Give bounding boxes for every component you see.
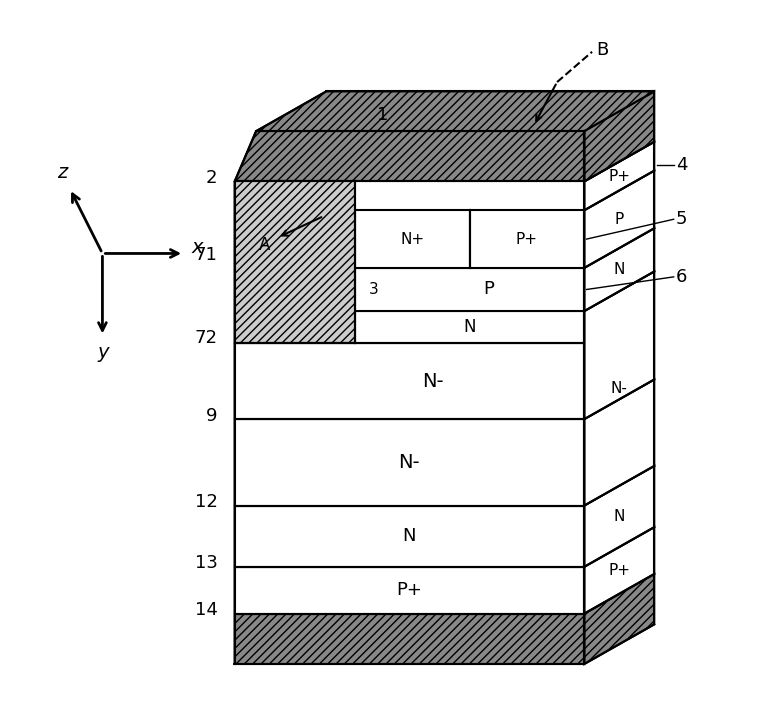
Polygon shape <box>584 142 654 210</box>
Text: 1: 1 <box>377 106 388 124</box>
Text: N: N <box>614 509 625 524</box>
Text: 13: 13 <box>194 554 218 572</box>
Text: P+: P+ <box>396 581 422 599</box>
Text: P: P <box>615 212 624 227</box>
Bar <box>235 181 355 343</box>
Bar <box>355 311 584 343</box>
Text: N+: N+ <box>400 231 424 247</box>
Polygon shape <box>584 574 654 664</box>
Text: x: x <box>192 239 204 257</box>
Text: y: y <box>98 343 109 362</box>
Text: P: P <box>484 281 495 299</box>
Polygon shape <box>584 91 654 181</box>
Text: N: N <box>402 527 417 545</box>
Polygon shape <box>257 91 654 131</box>
Text: 6: 6 <box>676 268 687 286</box>
Text: 5: 5 <box>676 210 687 228</box>
Bar <box>355 210 470 268</box>
Text: 4: 4 <box>676 156 687 174</box>
Polygon shape <box>584 271 654 419</box>
Bar <box>470 210 584 268</box>
Bar <box>355 268 584 311</box>
Text: 72: 72 <box>194 329 218 347</box>
Text: N-: N- <box>422 372 444 391</box>
Text: z: z <box>58 163 68 182</box>
Text: P+: P+ <box>608 563 630 578</box>
Polygon shape <box>584 466 654 567</box>
Polygon shape <box>235 131 584 181</box>
Text: N-: N- <box>611 381 628 396</box>
Text: 9: 9 <box>206 406 218 424</box>
Text: N-: N- <box>399 453 420 472</box>
Text: A: A <box>258 236 270 254</box>
Text: 2: 2 <box>206 169 218 187</box>
Polygon shape <box>584 380 654 505</box>
Text: P+: P+ <box>608 168 630 184</box>
Text: P+: P+ <box>516 231 538 247</box>
Polygon shape <box>584 527 654 614</box>
Bar <box>235 567 584 614</box>
Text: 12: 12 <box>194 493 218 511</box>
Bar <box>235 505 584 567</box>
Text: N: N <box>463 318 476 336</box>
Text: 3: 3 <box>369 282 379 297</box>
Bar <box>235 614 584 664</box>
Polygon shape <box>584 228 654 311</box>
Text: 71: 71 <box>194 247 218 265</box>
Text: N: N <box>614 262 625 277</box>
Text: B: B <box>596 41 608 59</box>
Polygon shape <box>584 171 654 268</box>
Bar <box>235 343 584 419</box>
Text: 14: 14 <box>194 601 218 619</box>
Bar <box>235 419 584 505</box>
